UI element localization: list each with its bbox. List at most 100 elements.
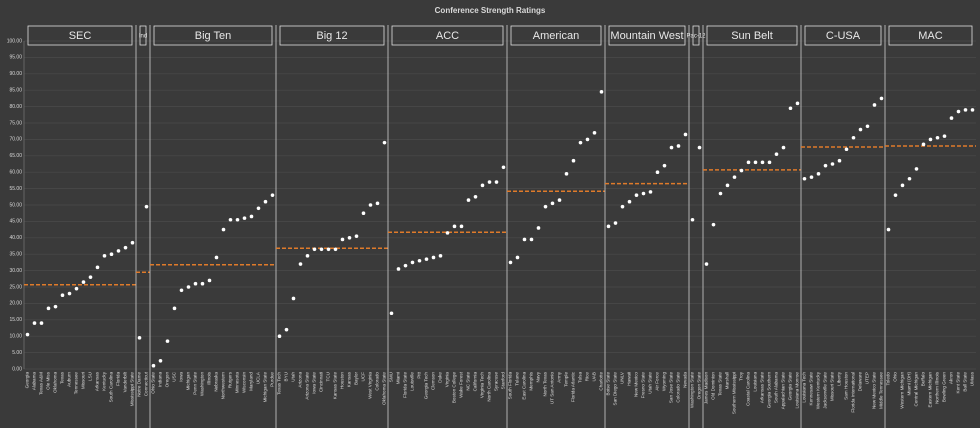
x-tick-label: Missouri [81,372,86,389]
x-tick-label: James Madison [704,372,709,405]
dot [277,334,282,339]
x-tick-label: Northwestern [221,372,226,400]
dot [515,255,520,260]
header-box [153,25,273,46]
dot [403,263,408,268]
x-tick-label: Stanford [501,372,506,390]
dot [326,247,331,252]
dot [25,332,30,337]
y-tick-label: 55.00 [9,186,22,192]
dot [319,247,324,252]
dot [865,124,870,129]
dot [564,172,569,176]
x-tick-label: Texas A&M [39,372,44,395]
x-tick-label: Mississippi State [130,372,135,407]
y-tick-label: 15.00 [9,317,22,323]
x-tick-label: Kansas [347,371,352,387]
x-tick-label: New Mexico [634,372,639,397]
x-tick-label: Oregon [165,372,170,388]
dot [592,131,597,135]
header-box [391,25,504,46]
x-tick-label: Arizona State [305,372,310,400]
x-tick-label: Western Michigan [900,372,905,409]
dot [963,108,968,112]
x-tick-label: TCU [326,372,331,381]
dot [214,255,219,260]
x-tick-label: Michigan State [263,372,268,403]
x-tick-label: Cincinnati [319,372,324,392]
x-tick-label: Georgia [25,372,30,389]
x-tick-label: Oregon State [697,372,702,400]
x-tick-label: Nebraska [214,372,219,392]
x-tick-label: Kent State [956,372,961,394]
dot [263,199,268,204]
dot [704,262,709,266]
x-tick-label: Vanderbilt [123,371,128,392]
y-tick-label: 35.00 [9,252,22,258]
dot [816,172,821,176]
dot [60,293,65,298]
dot [543,204,548,209]
x-tick-label: Toledo [886,372,891,386]
dot [606,224,611,229]
dot [529,237,534,242]
x-tick-label: Navy [536,371,541,382]
dot [956,109,961,114]
header-box [692,25,700,46]
x-tick-label: South Carolina [109,372,114,403]
x-tick-label: UT San Antonio [550,372,555,405]
dot [774,152,779,156]
dot [599,90,604,94]
x-tick-label: Houston [340,372,345,390]
dot [186,285,191,289]
dot [459,224,464,229]
x-tick-label: Old Dominion [711,372,716,400]
dot [662,163,667,168]
dot [81,280,86,284]
dot [200,281,205,286]
x-tick-label: Wake Forest [459,371,464,398]
dot [760,160,765,165]
x-tick-label: Kentucky [102,371,107,391]
x-tick-label: Florida State [403,372,408,398]
dot [347,236,352,240]
dot [151,363,156,368]
header-box [888,25,973,46]
conference-name: Sun Belt [731,30,773,42]
y-tick-label: 100.00 [7,38,23,44]
x-tick-label: USC [172,371,177,381]
x-tick-label: Ball State [963,372,968,392]
dot [354,234,359,238]
x-tick-label: Connecticut [144,371,149,396]
dot [767,160,772,165]
dot [634,193,639,197]
dot [837,158,842,163]
dot [144,204,149,209]
x-tick-label: Sam Houston [844,372,849,400]
dot [53,304,58,309]
dot [88,275,93,279]
x-tick-label: Fresno State [641,372,646,399]
x-tick-label: Syracuse [494,372,499,392]
dot [361,211,366,215]
x-tick-label: East Carolina [522,372,527,400]
dot [711,222,716,227]
dot [613,221,618,225]
x-tick-label: Eastern Michigan [928,372,933,408]
x-tick-label: Missouri State [830,372,835,402]
dot [424,257,429,261]
dot [368,203,373,207]
dot [781,145,786,150]
x-tick-label: Oklahoma [53,372,58,393]
x-tick-label: UCF [361,372,366,382]
dot [788,106,793,111]
y-tick-label: 5.00 [12,350,22,356]
x-tick-label: Utah [291,372,296,382]
dot [557,198,562,202]
x-tick-label: Auburn [67,372,72,387]
x-tick-label: Florida International [851,372,856,413]
chart-title: Conference Strength Ratings [435,6,546,15]
y-tick-label: 80.00 [9,104,22,110]
x-tick-label: Charlotte [599,372,604,391]
